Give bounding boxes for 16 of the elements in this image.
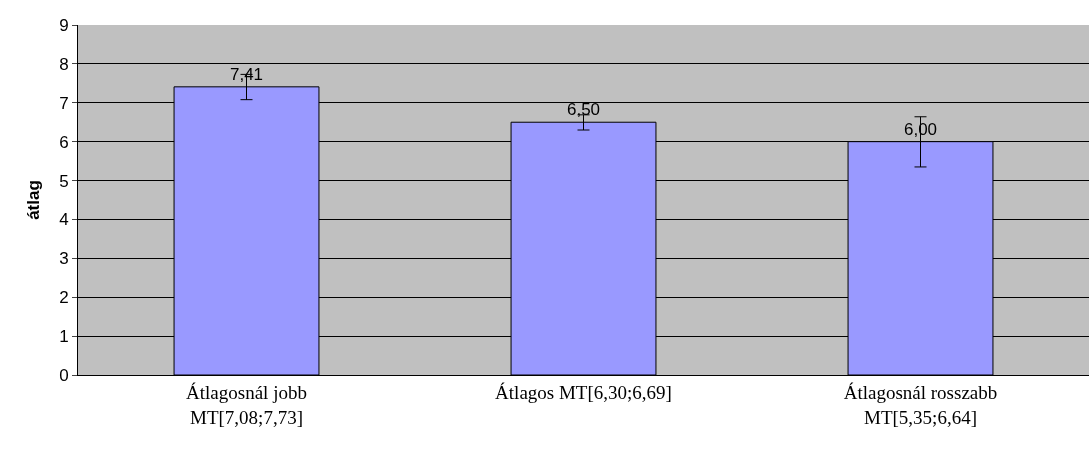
y-axis-title: átlag [23,180,43,220]
x-tick-label: Átlagosnál rosszabb MT[5,35;6,64] [843,381,998,428]
y-tick-label: 4 [59,210,69,230]
y-tick-label: 3 [59,249,69,269]
y-tick-label: 2 [59,288,69,308]
y-tick-label: 6 [59,132,69,152]
y-tick-label: 1 [59,327,69,347]
x-tick-label: Átlagosnál jobb MT[7,08;7,73] [186,381,307,428]
x-tick-label: Átlagos MT[6,30;6,69] [495,381,672,403]
y-tick-label: 8 [59,54,69,74]
y-tick-label: 7 [59,93,69,113]
y-tick-label: 0 [59,365,69,385]
data-label: 6,50 [566,100,601,120]
y-tick-label: 9 [59,15,69,35]
y-tick-label: 5 [59,171,69,191]
data-label: 7,41 [229,64,264,84]
